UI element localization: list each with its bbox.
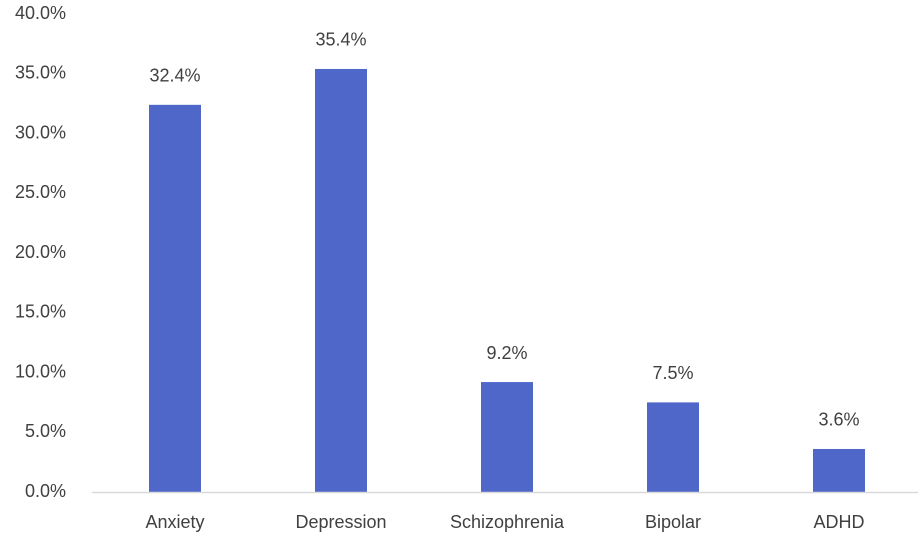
y-tick-label: 5.0% bbox=[25, 421, 66, 441]
y-tick-label: 40.0% bbox=[15, 3, 66, 23]
category-label-bipolar: Bipolar bbox=[645, 512, 701, 532]
y-axis-tick-labels: 0.0% 5.0% 10.0% 15.0% 20.0% 25.0% 30.0% 35.0% 40… bbox=[15, 3, 66, 501]
y-tick-label: 10.0% bbox=[15, 361, 66, 381]
bar-depression bbox=[315, 68, 367, 492]
bars bbox=[149, 68, 865, 492]
data-label-adhd: 3.6% bbox=[818, 410, 859, 430]
category-label-anxiety: Anxiety bbox=[145, 512, 204, 532]
data-label-depression: 35.4% bbox=[315, 30, 366, 50]
data-labels: 32.4% 35.4% 9.2% 7.5% 3.6% bbox=[149, 30, 859, 430]
y-tick-label: 0.0% bbox=[25, 481, 66, 501]
data-label-schizophrenia: 9.2% bbox=[486, 343, 527, 363]
category-label-schizophrenia: Schizophrenia bbox=[450, 512, 565, 532]
y-tick-label: 30.0% bbox=[15, 122, 66, 142]
category-label-adhd: ADHD bbox=[813, 512, 864, 532]
data-label-anxiety: 32.4% bbox=[149, 66, 200, 86]
y-tick-label: 35.0% bbox=[15, 63, 66, 83]
bar-schizophrenia bbox=[481, 382, 533, 492]
data-label-bipolar: 7.5% bbox=[652, 363, 693, 383]
y-tick-label: 15.0% bbox=[15, 302, 66, 322]
bar-anxiety bbox=[149, 104, 201, 492]
bar-adhd bbox=[813, 448, 865, 492]
bar-bipolar bbox=[647, 402, 699, 492]
y-tick-label: 25.0% bbox=[15, 182, 66, 202]
category-label-depression: Depression bbox=[295, 512, 386, 532]
x-axis-category-labels: Anxiety Depression Schizophrenia Bipolar ADH… bbox=[145, 512, 864, 532]
y-tick-label: 20.0% bbox=[15, 242, 66, 262]
